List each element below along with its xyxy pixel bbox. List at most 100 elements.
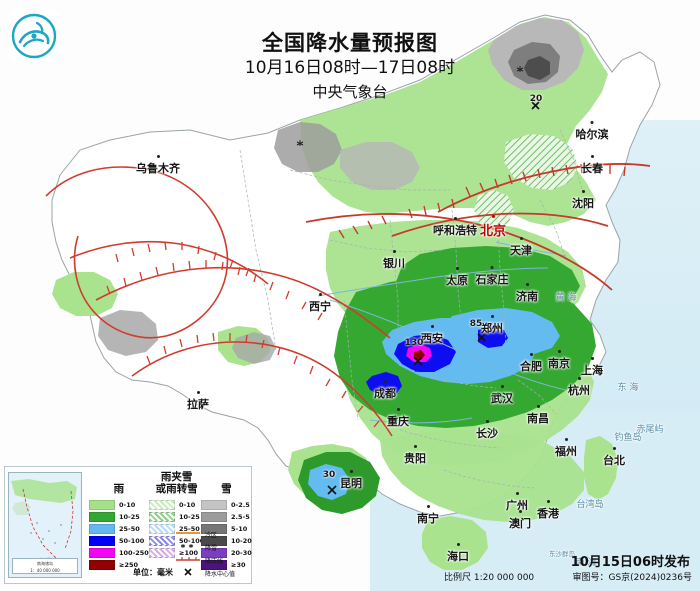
city-label-14: 合肥: [520, 353, 542, 374]
city-name: 贵阳: [404, 452, 426, 465]
legend-item-sleet-4: ≥100: [149, 547, 204, 558]
legend-item-snow-1: 2.5-5: [201, 511, 252, 522]
legend-swatch: [89, 499, 115, 510]
city-label-21: 南昌: [527, 405, 549, 426]
city-label-10: 济南: [516, 283, 538, 304]
city-name: 福州: [555, 445, 577, 458]
legend-label: ≥250: [119, 560, 139, 569]
sea-label-6: 赤尾屿: [636, 425, 664, 435]
legend-column-title-rain: 雨: [113, 483, 125, 495]
legend-column-snow: 雪 0-2.5 2.5-5 5-10 10-20 20-30 ≥30: [201, 471, 252, 571]
city-dot-icon: [590, 155, 594, 158]
city-label-1: 哈尔滨: [575, 121, 609, 142]
legend-swatch: [149, 499, 175, 510]
legend-swatch: [89, 523, 115, 534]
legend-label: 20-30: [231, 548, 252, 557]
precip-center-value-1: 85: [469, 319, 483, 329]
city-dot-icon: [557, 350, 561, 353]
legend-label: ≥30: [231, 560, 246, 569]
city-dot-icon: [515, 492, 519, 495]
cma-logo-icon: [8, 10, 60, 62]
city-label-24: 台北: [603, 447, 625, 468]
legend-swatch-list-snow: 0-2.5 2.5-5 5-10 10-20 20-30 ≥30: [201, 499, 252, 570]
legend-item-snow-2: 5-10: [201, 523, 252, 534]
legend-mark-label: 降水中心值: [205, 571, 236, 578]
legend-swatch: [201, 523, 227, 534]
legend-label: 25-50: [119, 524, 140, 533]
legend-item-rain-0: 0-10: [89, 499, 149, 510]
legend-swatch: [89, 559, 115, 570]
city-name: 哈尔滨: [575, 128, 609, 141]
city-dot-icon: [581, 190, 585, 193]
legend-item-snow-3: 10-20: [201, 535, 252, 546]
legend-swatch: [149, 547, 175, 558]
city-dot-icon: [491, 215, 495, 218]
city-label-17: 杭州: [568, 377, 590, 398]
city-dot-icon: [612, 447, 616, 450]
city-name: 广州: [506, 499, 528, 512]
sea-label-1: 东 海: [617, 383, 639, 393]
city-label-32: 海口: [447, 543, 469, 564]
legend-item-snow-4: 20-30: [201, 547, 252, 558]
city-label-29: 香港: [537, 500, 559, 521]
legend-item-sleet-0: 0-10: [149, 499, 204, 510]
city-name: 长春: [581, 162, 603, 175]
review-number: 审图号：GS京(2024)0236号: [572, 573, 692, 583]
red-front-line-icon: [175, 555, 201, 566]
province-boundaries: [239, 129, 583, 489]
city-label-25: 拉萨: [187, 391, 209, 412]
orange-line-icon: [175, 529, 201, 540]
cold-front-line: [45, 163, 651, 437]
legend-swatch: [89, 547, 115, 558]
legend-column-sleet: 雨夹雪 或雨转雪 0-10 10-25 25-50 50-100 ≥100: [149, 471, 204, 559]
city-dot-icon: [396, 408, 400, 411]
legend-mark-0: 冷区: [175, 529, 235, 540]
inset-scale-title: 南海诸岛: [37, 561, 53, 566]
city-dot-icon: [490, 315, 494, 318]
sea-label-2: 南 海: [575, 558, 597, 568]
inset-scale: 南海诸岛 1：40 000 000: [12, 558, 78, 574]
legend-label: 100-250: [119, 548, 149, 557]
city-dot-icon: [529, 353, 533, 356]
inset-scale-value: 1：40 000 000: [30, 568, 60, 573]
city-name: 拉萨: [187, 398, 209, 411]
legend-label: 2.5-5: [231, 512, 250, 521]
city-name: 武汉: [491, 392, 513, 405]
legend-swatch: [201, 535, 227, 546]
legend-item-snow-0: 0-2.5: [201, 499, 252, 510]
city-dot-icon: [430, 325, 434, 328]
city-name: 济南: [516, 290, 538, 303]
legend-mark-3: 降水中心值: [175, 568, 235, 579]
legend-label: 10-25: [119, 512, 140, 521]
city-label-16: 上海: [581, 357, 603, 378]
city-dot-icon: [392, 250, 396, 253]
city-label-20: 武汉: [491, 385, 513, 406]
legend-swatch: [201, 559, 227, 570]
city-label-2: 长春: [581, 155, 603, 176]
city-label-26: 昆明: [340, 470, 362, 491]
legend-swatch-list-sleet: 0-10 10-25 25-50 50-100 ≥100: [149, 499, 204, 558]
legend-mark-label: 降压线: [205, 558, 224, 565]
sea-label-3: 台湾岛: [576, 500, 604, 510]
city-dot-icon: [590, 357, 594, 360]
city-dot-icon: [453, 217, 457, 220]
legend-item-sleet-2: 25-50: [149, 523, 204, 534]
sea-label-5: 钓鱼岛: [614, 433, 642, 443]
legend-mark-1: 降雪: [175, 542, 235, 553]
city-dot-icon: [490, 266, 494, 269]
legend-mark-label: 冷区: [205, 532, 218, 539]
legend-swatch: [149, 511, 175, 522]
legend-title-line2: 或雨转雪: [155, 483, 198, 495]
city-name: 银川: [383, 257, 405, 270]
legend-column-title-sleet: 雨夹雪 或雨转雪: [149, 471, 204, 495]
city-name: 太原: [446, 274, 468, 287]
city-dot-icon: [426, 505, 430, 508]
snow-asterisk-icon: [175, 542, 201, 553]
city-label-28: 广州: [506, 492, 528, 513]
city-label-0: 乌鲁木齐: [136, 155, 180, 176]
legend-item-rain-5: ≥250: [89, 559, 149, 570]
city-name: 南京: [548, 357, 570, 370]
city-label-4: 北京: [480, 215, 506, 239]
city-name: 香港: [537, 507, 559, 520]
